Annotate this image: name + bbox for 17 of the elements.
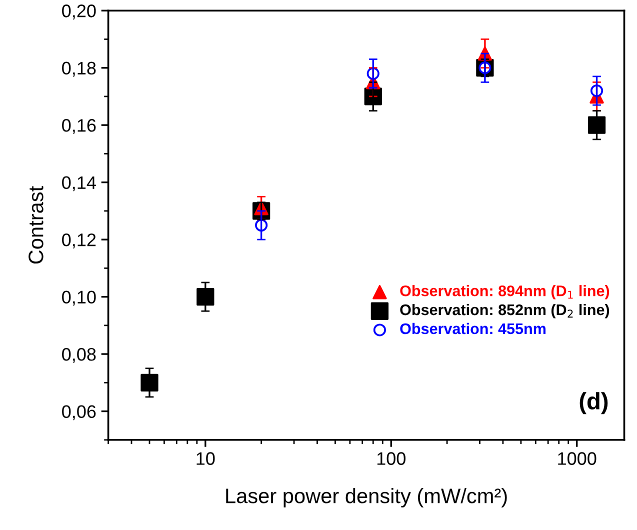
y-tick-label: 0,16 bbox=[62, 119, 96, 134]
y-tick-label: 0,18 bbox=[62, 62, 96, 77]
annotation: (d) bbox=[580, 392, 608, 414]
x-tick-label: 10 bbox=[196, 452, 215, 465]
y-tick-label: 0,14 bbox=[62, 176, 96, 192]
y-tick-label: 0,08 bbox=[62, 348, 96, 363]
y-axis-title: Contrast bbox=[28, 186, 44, 264]
x-tick-label: 1000 bbox=[558, 452, 596, 465]
y-tick-label: 0,12 bbox=[62, 233, 96, 248]
legend-label: Observation: 852nm (D$_{2}$ line) bbox=[400, 304, 610, 318]
y-tick-label: 0,06 bbox=[62, 405, 96, 420]
y-tick-label: 0,20 bbox=[62, 4, 96, 20]
legend-label: Observation: 894nm (D$_{1}$ line) bbox=[400, 285, 610, 300]
y-tick-label: 0,10 bbox=[62, 290, 96, 306]
x-axis-title: Laser power density (mW/cm²) bbox=[226, 488, 507, 508]
legend-label: Observation: 455nm bbox=[400, 322, 546, 334]
x-tick-label: 100 bbox=[377, 452, 406, 465]
